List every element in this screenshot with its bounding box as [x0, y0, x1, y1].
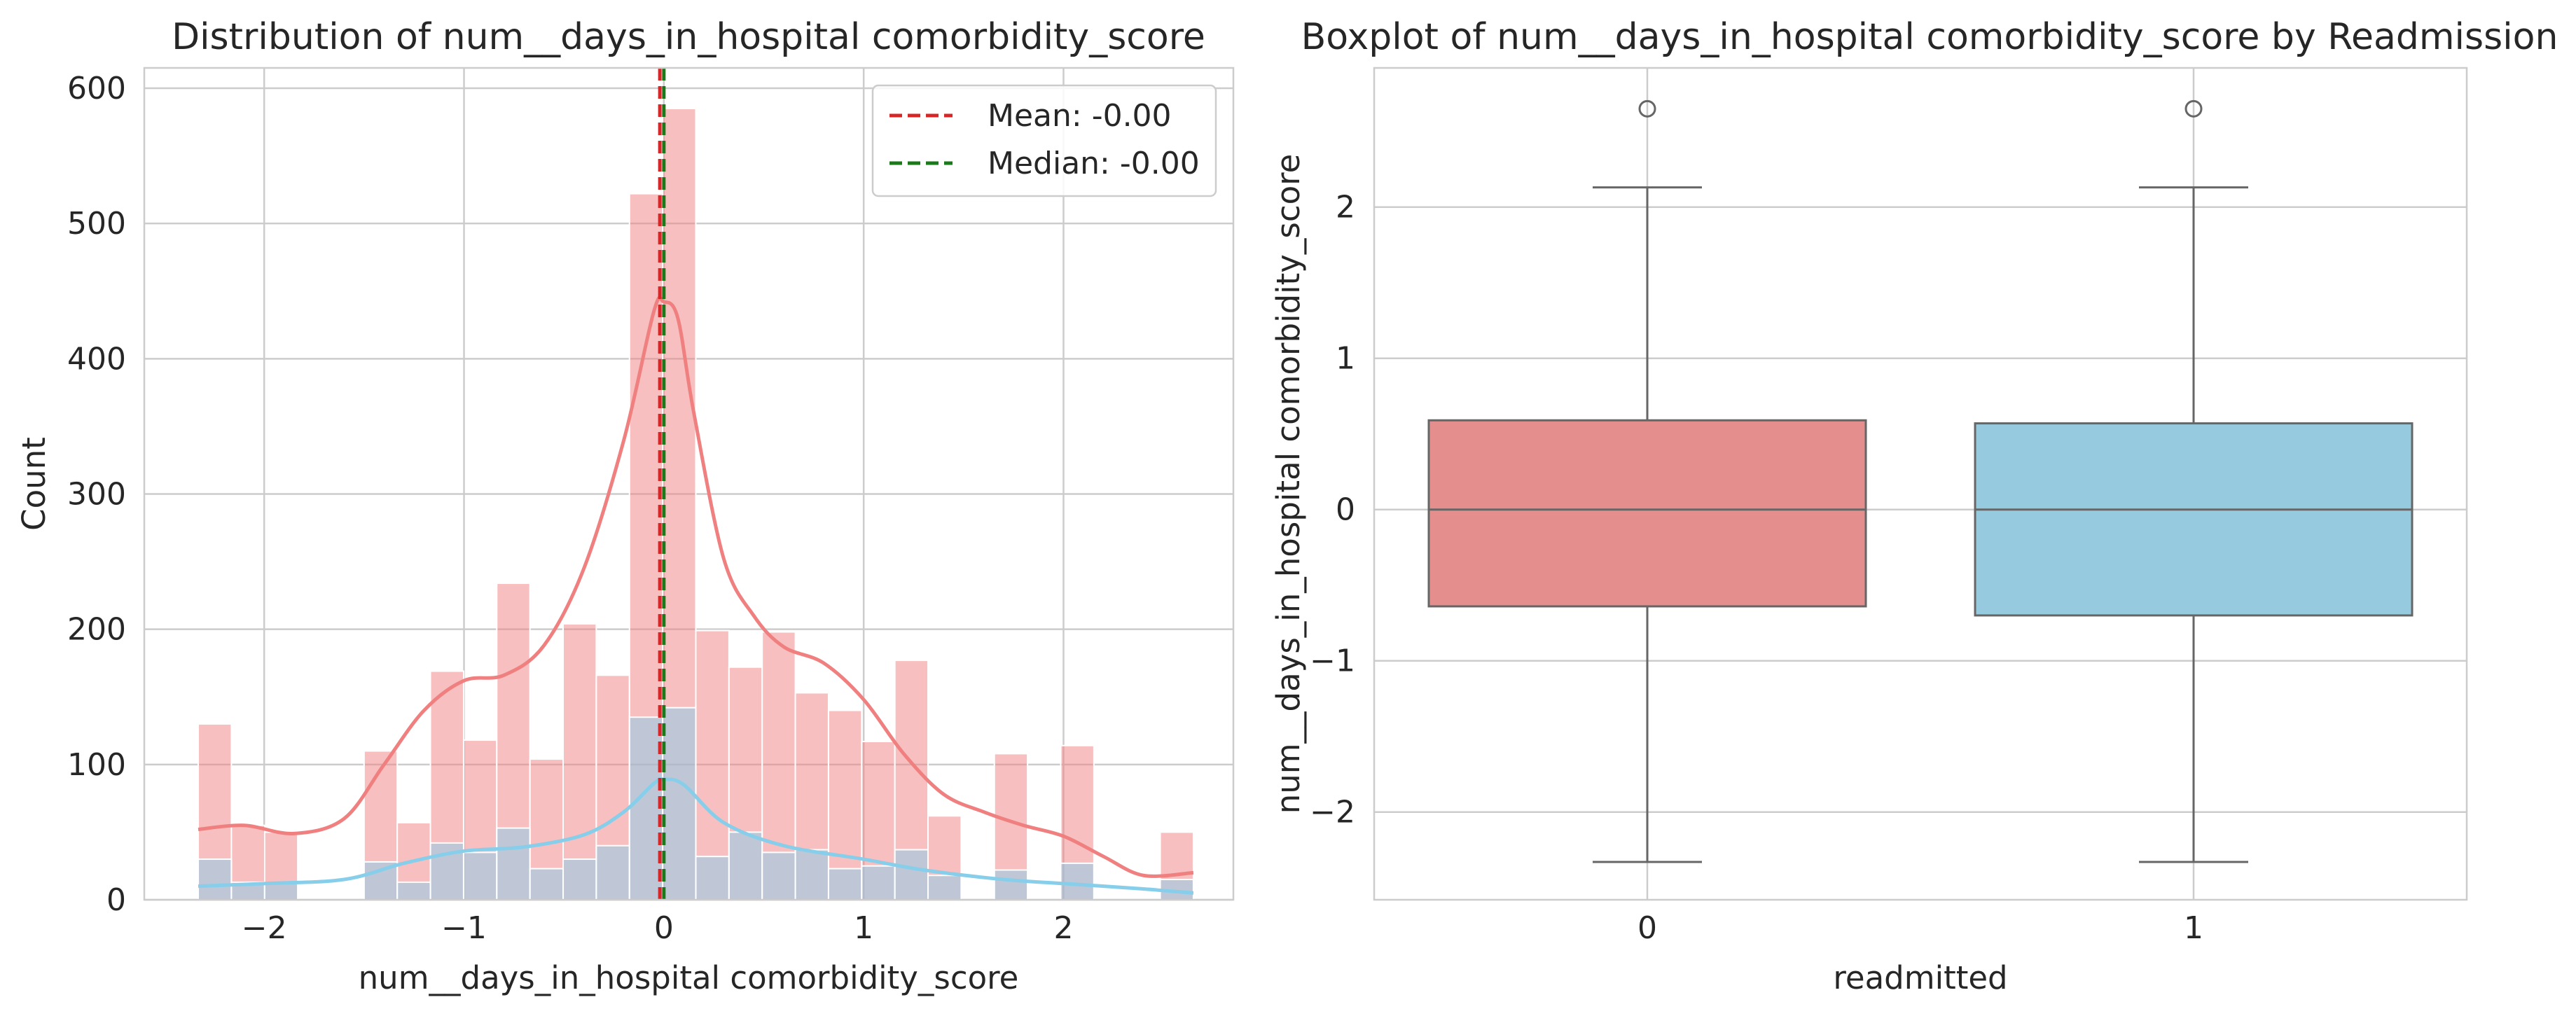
outlier-1-0: [2184, 99, 2203, 118]
histogram-x-axis-label: num__days_in_hospital comorbidity_score: [359, 959, 1019, 996]
histogram-x-tick-label: −2: [242, 910, 287, 946]
histogram-bar-s1-12: [595, 844, 630, 900]
histogram-bar-s1-20: [861, 865, 896, 900]
boxplot-y-tick-label: 1: [1336, 341, 1355, 377]
histogram-bar-s1-26: [1060, 862, 1095, 900]
outlier-0-0: [1638, 99, 1656, 118]
histogram-bar-s1-22: [927, 875, 962, 900]
boxplot-y-tick-label: −2: [1310, 795, 1355, 830]
boxplot-y-axis-label: num__days_in_hospital comorbidity_score: [1270, 154, 1307, 814]
boxplot-x-tick-label: 0: [1637, 910, 1657, 946]
histogram-bar-s0-11: [562, 622, 597, 900]
histogram-bar-s1-15: [695, 856, 730, 901]
histogram-y-tick-label: 400: [67, 341, 126, 377]
histogram-bar-s1-0: [198, 858, 233, 901]
histogram-title: Distribution of num__days_in_hospital co…: [172, 16, 1205, 58]
histogram-x-ticks: −2 −1 0 1 2: [242, 910, 1074, 946]
histogram-y-tick-label: 100: [67, 747, 126, 783]
histogram-y-ticks: 0 100 200 300 400 500 600: [67, 71, 126, 918]
reference-lines: [658, 68, 666, 900]
histogram-y-tick-label: 200: [67, 612, 126, 648]
box-0: [1427, 419, 1867, 608]
histogram-bar-s1-13: [628, 716, 664, 900]
histogram-y-tick-label: 500: [67, 206, 126, 242]
boxplot-panel: Boxplot of num__days_in_hospital comorbi…: [1270, 16, 2558, 996]
histogram-bar-s1-10: [529, 868, 565, 900]
boxplot-y-tick-label: −1: [1310, 643, 1355, 679]
boxplot-title: Boxplot of num__days_in_hospital comorbi…: [1301, 16, 2558, 58]
histogram-bar-s1-2: [263, 882, 299, 900]
histogram-x-tick-label: −1: [441, 910, 487, 946]
histogram-y-tick-label: 0: [106, 882, 126, 918]
histogram-bar-s1-9: [496, 827, 531, 900]
histogram-bar-s1-14: [662, 707, 697, 900]
boxplot-boxes: [1427, 99, 2414, 863]
histogram-y-axis-label: Count: [15, 437, 53, 531]
boxplot-x-tick-label: 1: [2184, 910, 2203, 946]
histogram-plot-frame: [143, 67, 1235, 901]
legend-box: [871, 84, 1217, 197]
boxplot-plot-frame: [1373, 67, 2468, 901]
histogram-bar-s1-8: [462, 851, 498, 901]
histogram-x-tick-label: 0: [654, 910, 674, 946]
histogram-bar-s1-19: [827, 868, 863, 900]
boxplot-y-tick-label: 0: [1336, 492, 1355, 528]
histogram-panel: Distribution of num__days_in_hospital co…: [15, 16, 1235, 996]
boxplot-y-tick-label: 2: [1336, 190, 1355, 225]
histogram-x-tick-label: 1: [854, 910, 873, 946]
histogram-x-tick-label: 2: [1053, 910, 1073, 946]
histogram-y-tick-label: 300: [67, 476, 126, 512]
histogram-bar-s1-11: [562, 858, 597, 901]
histogram-bar-s1-16: [728, 831, 763, 901]
box-1: [1974, 422, 2414, 617]
boxplot-x-axis-label: readmitted: [1833, 959, 2007, 996]
kde-curve-0: [198, 295, 1194, 878]
legend-entry-mean: Mean: -0.00: [988, 98, 1172, 134]
legend-entry-median: Median: -0.00: [988, 146, 1200, 181]
histogram-bar-s1-18: [794, 849, 829, 901]
histogram-bar-s1-24: [993, 869, 1029, 901]
histogram-bar-s1-6: [396, 881, 431, 901]
boxplot-y-ticks: −2 −1 0 1 2: [1310, 190, 1355, 830]
histogram-bar-s1-17: [761, 851, 796, 901]
histogram-bars: [198, 107, 1194, 901]
histogram-y-tick-label: 600: [67, 71, 126, 106]
histogram-bar-s1-21: [894, 849, 929, 901]
legend: Mean: -0.00 Median: -0.00: [871, 84, 1217, 197]
